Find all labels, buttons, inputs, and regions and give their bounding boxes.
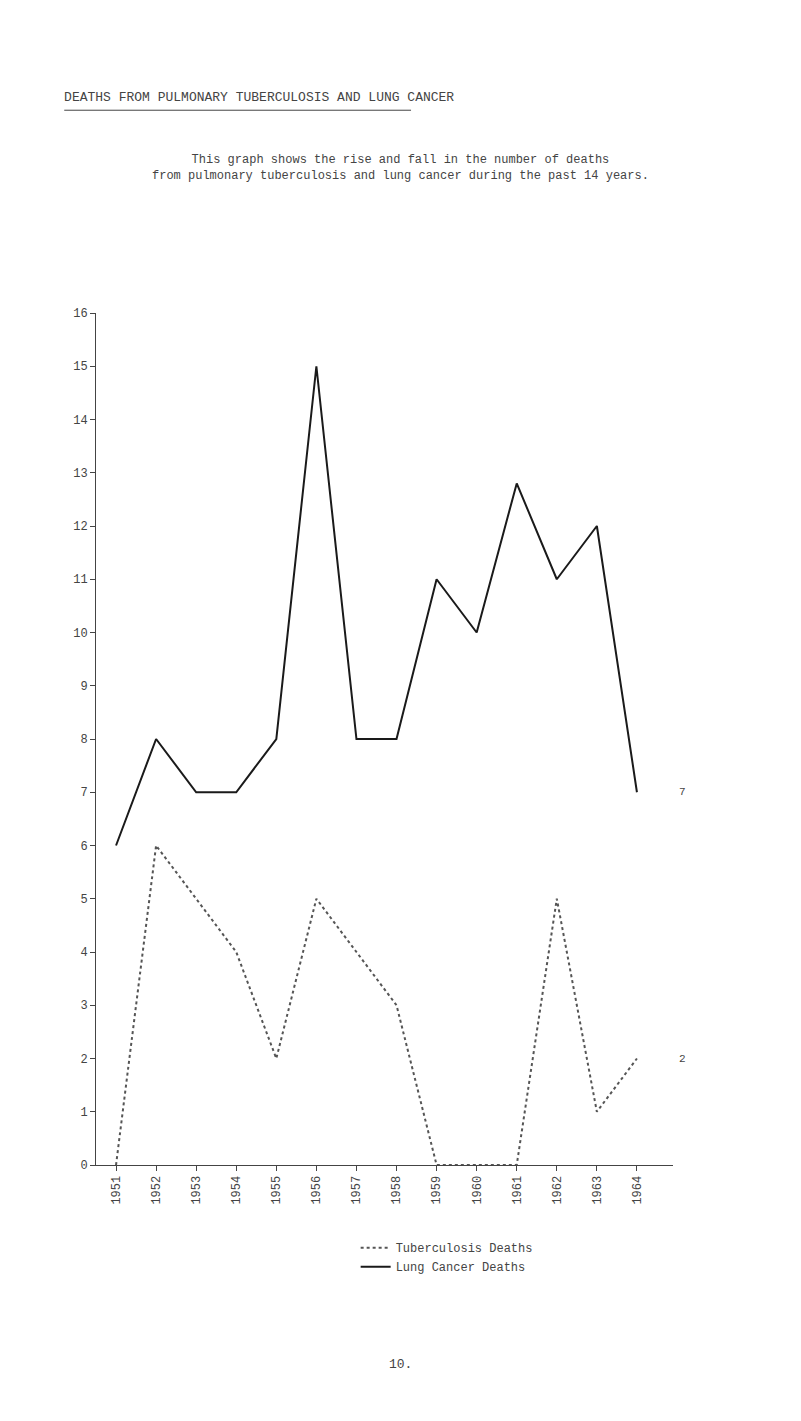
svg-text:1959: 1959 [430, 1176, 444, 1205]
svg-text:12: 12 [73, 520, 87, 534]
svg-text:1: 1 [80, 1106, 87, 1120]
svg-text:1960: 1960 [471, 1176, 485, 1205]
svg-text:2: 2 [679, 1053, 686, 1065]
svg-text:1956: 1956 [310, 1176, 324, 1205]
svg-text:Lung Cancer Deaths: Lung Cancer Deaths [396, 1261, 526, 1275]
svg-text:1955: 1955 [270, 1176, 284, 1205]
svg-text:6: 6 [80, 840, 87, 854]
svg-text:DEATHS FROM PULMONARY TUBERCUL: DEATHS FROM PULMONARY TUBERCULOSIS AND L… [64, 90, 454, 105]
svg-text:7: 7 [80, 786, 87, 800]
svg-text:1964: 1964 [631, 1176, 645, 1205]
svg-text:8: 8 [80, 733, 87, 747]
svg-text:16: 16 [73, 307, 87, 321]
svg-text:14: 14 [73, 414, 87, 428]
svg-text:This graph shows the rise and: This graph shows the rise and fall in th… [152, 153, 649, 183]
svg-text:15: 15 [73, 360, 87, 374]
svg-text:10.: 10. [389, 1357, 412, 1372]
svg-text:1958: 1958 [390, 1176, 404, 1205]
svg-text:2: 2 [80, 1053, 87, 1067]
svg-text:10: 10 [73, 627, 87, 641]
svg-text:1961: 1961 [511, 1176, 525, 1205]
svg-text:4: 4 [80, 946, 87, 960]
svg-text:5: 5 [80, 893, 87, 907]
svg-text:0: 0 [80, 1159, 87, 1173]
svg-text:1963: 1963 [591, 1176, 605, 1205]
svg-text:3: 3 [80, 999, 87, 1013]
svg-text:1962: 1962 [551, 1176, 565, 1205]
svg-text:1954: 1954 [230, 1176, 244, 1205]
svg-text:13: 13 [73, 467, 87, 481]
svg-text:Tuberculosis Deaths: Tuberculosis Deaths [396, 1242, 533, 1256]
svg-text:1951: 1951 [110, 1176, 124, 1205]
svg-text:9: 9 [80, 680, 87, 694]
svg-text:1957: 1957 [350, 1176, 364, 1205]
svg-text:11: 11 [73, 573, 87, 587]
svg-text:1952: 1952 [150, 1176, 164, 1205]
svg-text:7: 7 [679, 786, 686, 798]
svg-text:1953: 1953 [190, 1176, 204, 1205]
